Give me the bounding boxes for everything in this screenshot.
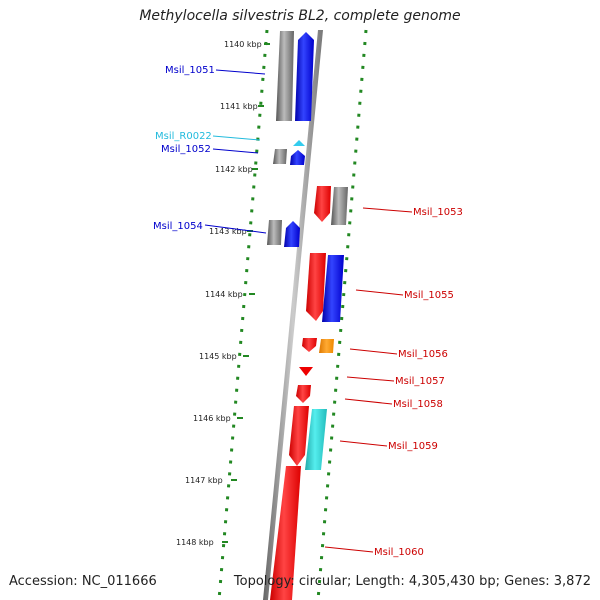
gene-block-gray[interactable] (331, 187, 348, 225)
gene-block-blue[interactable] (322, 255, 344, 322)
leader-line-msil-1055 (355, 289, 404, 296)
topology-text: Topology: circular; Length: 4,305,430 bp… (233, 574, 591, 589)
gene-label-msil-1059[interactable]: Msil_1059 (388, 441, 438, 452)
gene-label-msil-1056[interactable]: Msil_1056 (398, 349, 448, 360)
gene-arrow-msil-1058[interactable] (296, 385, 311, 403)
gene-label-msil-1051[interactable]: Msil_1051 (165, 65, 215, 76)
gene-arrow-msil-1054[interactable] (284, 221, 300, 247)
ruler-label: 1148 kbp (176, 538, 214, 547)
gene-block-gray[interactable] (276, 31, 294, 121)
leader-line-msil-1060 (324, 546, 374, 553)
gene-label-msil-1055[interactable]: Msil_1055 (404, 290, 454, 301)
gene-block-gray[interactable] (267, 220, 282, 245)
gene-arrow-msil-1060[interactable] (270, 466, 301, 600)
gene-label-msil-1054[interactable]: Msil_1054 (153, 221, 203, 232)
gene-arrow-msil-1052[interactable] (290, 150, 305, 165)
gene-arrow-msil-1053[interactable] (314, 186, 331, 222)
gene-arrow-msil-1055[interactable] (306, 253, 326, 321)
gene-label-msil-1060[interactable]: Msil_1060 (374, 547, 424, 558)
rna-arrow-msil-r0022[interactable] (293, 140, 305, 146)
gene-label-msil-r0022[interactable]: Msil_R0022 (155, 131, 212, 142)
gene-arrow-msil-1051[interactable] (295, 32, 314, 121)
ruler-label: 1141 kbp (220, 102, 258, 111)
leader-line-msil-1051 (215, 69, 266, 75)
feature-block-orange[interactable] (319, 339, 334, 353)
accession-text: Accession: NC_011666 (9, 574, 157, 589)
leader-line-msil-r0022 (212, 135, 261, 141)
ruler-label: 1143 kbp (209, 227, 247, 236)
leader-line-msil-1052 (212, 148, 259, 154)
gene-block-cyan[interactable] (305, 409, 327, 470)
gene-label-msil-1058[interactable]: Msil_1058 (393, 399, 443, 410)
leader-line-msil-1058 (344, 398, 393, 405)
leader-line-msil-1059 (339, 440, 388, 447)
gene-label-msil-1053[interactable]: Msil_1053 (413, 207, 463, 218)
map-title: Methylocella silvestris BL2, complete ge… (139, 8, 461, 24)
ruler-label: 1146 kbp (193, 414, 231, 423)
leader-line-msil-1054 (204, 224, 267, 234)
ruler-label: 1147 kbp (185, 476, 223, 485)
leader-line-msil-1057 (346, 376, 395, 382)
gene-label-msil-1057[interactable]: Msil_1057 (395, 376, 445, 387)
gene-block-gray[interactable] (273, 149, 287, 164)
leader-line-msil-1053 (362, 207, 413, 213)
ruler-label: 1140 kbp (224, 40, 262, 49)
ruler-label: 1144 kbp (205, 290, 243, 299)
gene-arrow-msil-1057[interactable] (299, 367, 313, 376)
gene-label-msil-1052[interactable]: Msil_1052 (161, 144, 211, 155)
leader-line-msil-1056 (349, 348, 398, 355)
ruler-label: 1142 kbp (215, 165, 253, 174)
gene-arrow-msil-1059[interactable] (289, 406, 309, 466)
left-dotted-track (217, 29, 269, 600)
genome-backbone (263, 30, 323, 600)
ruler-label: 1145 kbp (199, 352, 237, 361)
gene-arrow-msil-1056[interactable] (302, 338, 317, 352)
